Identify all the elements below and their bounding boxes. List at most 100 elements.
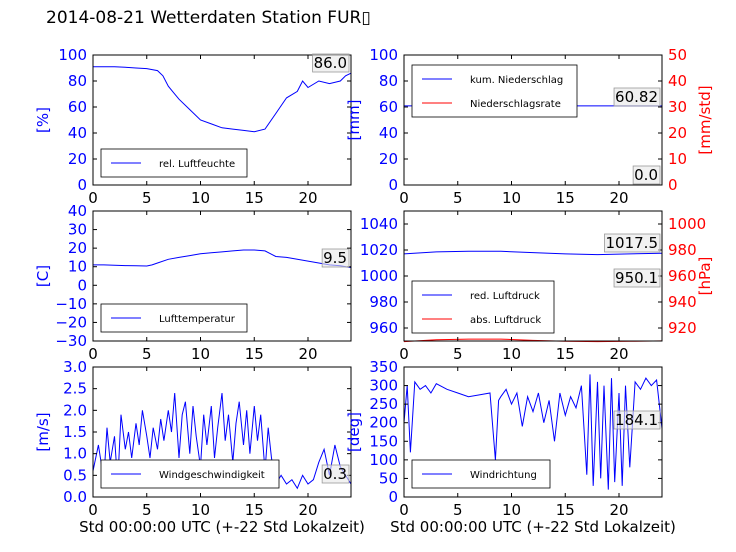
legend-entry: Niederschlagsrate [470,99,561,110]
x-tick-label: 20 [298,501,317,519]
y-tick-label: 100 [58,46,87,64]
y-tick-label: 0 [77,176,87,194]
series-line-pressure-0 [403,250,663,256]
y-axis-label: [deg] [345,412,363,452]
panel-wind-speed: 0 5 10 15 20 0.0 0.5 1.0 1.5 2.0 2.5 3.0 [m/s] Std 00… [34,358,365,536]
series-line-wind-direction-0 [403,374,663,490]
y-tick-label: −30 [55,332,87,350]
y-tick-label: 150 [369,432,398,450]
x-tick-label: 10 [502,345,521,363]
y-tick-label: 0.5 [63,466,87,484]
legend-entry: red. Luftdruck [470,291,540,302]
y-tick-label: 200 [369,414,398,432]
y-tick-label: 2.5 [63,380,87,398]
x-tick-label: 0 [88,501,98,519]
y-right-axis-label: [mm/std] [696,85,714,154]
x-tick-label: 15 [556,345,575,363]
y-tick-label: 10 [68,258,87,276]
y-tick-label: 20 [379,150,398,168]
y-right-tick-label: 940 [668,293,697,311]
x-tick-label: 10 [502,501,521,519]
y-right-tick-label: 40 [668,72,687,90]
legend-box [411,280,555,334]
y-tick-label: 60 [379,98,398,116]
x-tick-label: 20 [298,345,317,363]
value-readout-box [613,87,661,107]
y-tick-label: 3.0 [63,358,87,376]
y-axis-label: [m/s] [34,412,52,451]
page-title: 2014-08-21 Wetterdaten Station FUR▯ [46,8,371,28]
x-tick-label: 5 [453,501,463,519]
y-right-tick-label: 20 [668,124,687,142]
plot-frame [92,54,352,186]
x-tick-label: 0 [399,189,409,207]
value-readout-box [604,233,661,253]
x-tick-label: 0 [88,189,98,207]
y-tick-label: 50 [379,469,398,487]
y-tick-label: 1.0 [63,445,87,463]
value-readout: 86.0 [314,54,347,72]
legend-box [411,64,578,118]
value-readout-box [312,53,350,73]
x-tick-label: 15 [556,189,575,207]
legend-entry: Lufttemperatur [159,314,236,325]
y-tick-label: 0 [77,276,87,294]
y-axis-label: [C] [34,265,52,287]
y-tick-label: 1020 [360,241,398,259]
y-right-tick-label: 30 [668,98,687,116]
y-axis-label: [mm] [345,100,363,141]
x-axis-label: Std 00:00:00 UTC (+-22 Std Lokalzeit) [79,518,365,536]
y-tick-label: 1.5 [63,423,87,441]
y-tick-label: 2.0 [63,401,87,419]
value-readout-box [613,410,661,430]
y-tick-label: 20 [68,239,87,257]
y-tick-label: 980 [369,293,398,311]
value-readout: 9.5 [323,249,347,267]
x-tick-label: 10 [191,501,210,519]
y-tick-label: −20 [55,313,87,331]
value-readout-box [321,464,350,484]
y-tick-label: 80 [68,72,87,90]
legend-entry: Windgeschwindigkeit [159,470,265,481]
y-right-tick-label: 10 [668,150,687,168]
legend-entry: Windrichtung [470,470,537,481]
y-tick-label: 40 [68,124,87,142]
x-tick-label: 0 [399,345,409,363]
series-line-wind-speed-0 [92,392,352,490]
panel-pressure: 0 5 10 15 20 960 980 1000 1020 1040 920 940 960 980 10… [360,210,714,363]
x-tick-label: 20 [298,189,317,207]
y-tick-label: 1000 [360,267,398,285]
series-line-temperature-0 [93,249,352,269]
y-tick-label: 100 [369,46,398,64]
y-tick-label: 960 [369,319,398,337]
y-tick-label: 0 [388,176,398,194]
x-tick-label: 0 [399,501,409,519]
legend-entry: kum. Niederschlag [470,75,563,86]
panel-precipitation: 0 5 10 15 20 0 20 40 60 80 100 0 10 20 30 40 50 [mm] [mm/s… [345,46,714,207]
value-readout: 950.1 [615,269,658,287]
plot-frame [403,54,663,186]
x-tick-label: 5 [453,189,463,207]
y-right-tick-label: 50 [668,46,687,64]
series-line-humidity-0 [93,66,352,133]
value-readout-box [613,268,661,288]
x-tick-label: 5 [453,345,463,363]
x-tick-label: 15 [245,189,264,207]
value-readout: 0.3 [323,465,347,483]
x-tick-label: 20 [609,345,628,363]
value-readout-box [632,165,661,185]
y-tick-label: 60 [68,98,87,116]
x-axis-label: Std 00:00:00 UTC (+-22 Std Lokalzeit) [390,518,676,536]
x-tick-label: 5 [142,501,152,519]
x-tick-label: 10 [191,345,210,363]
y-right-tick-label: 920 [668,319,697,337]
value-readout: 60.82 [615,88,658,106]
value-readout: 1017.5 [606,234,659,252]
y-tick-label: 80 [379,72,398,90]
panel-temperature: 0 5 10 15 20−30−20−10010203040[C]Lufttempera… [34,202,352,363]
legend-entry: rel. Luftfeuchte [159,159,235,170]
x-tick-label: 0 [88,345,98,363]
panel-humidity: 0 5 10 15 20 0 20 40 60 80 100 [%] rel. Luftfeuchte 8… [34,46,352,207]
value-readout: 184.1 [615,411,658,429]
x-tick-label: 10 [502,189,521,207]
